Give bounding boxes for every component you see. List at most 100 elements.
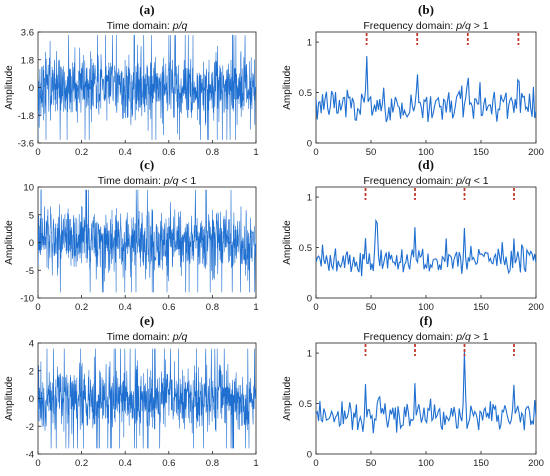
y-tick-label: 0.5 [299, 88, 312, 99]
panel-letter: (c) [140, 157, 154, 172]
x-tick-label: 0 [313, 147, 318, 158]
y-tick-label: 0 [307, 294, 312, 305]
plot-area [315, 342, 537, 455]
x-tick-label: 50 [366, 147, 377, 158]
y-tick-label: 1.8 [21, 55, 34, 66]
y-axis-label: Amplitude [4, 220, 15, 265]
x-tick-label: 0.4 [119, 458, 132, 469]
panel-title: Time domain: p/q < 1 [98, 175, 197, 187]
title-suffix: < 1 [178, 175, 196, 187]
signal-series [316, 218, 536, 277]
title-prefix: Frequency domain: [363, 20, 456, 32]
x-tick-label: 50 [366, 302, 377, 313]
x-tick-label: 150 [473, 147, 489, 158]
y-tick-label: 0.5 [299, 399, 312, 410]
y-tick-label: 5 [29, 210, 34, 221]
y-axis-label: Amplitude [282, 220, 293, 265]
y-tick-label: 2 [29, 366, 34, 377]
title-suffix: > 1 [471, 331, 489, 343]
x-tick-label: 1 [253, 302, 258, 313]
x-tick-label: 100 [418, 302, 434, 313]
x-tick-label: 0 [313, 458, 318, 469]
x-tick-label: 200 [528, 458, 544, 469]
panel-d: (d) Frequency domain: p/q < 1 0 50 100 150 200… [282, 157, 544, 313]
x-tick-label: 0 [35, 302, 40, 313]
panel-e: (e) Time domain: p/q 0 0.2 0.4 0.6 0.8 1 -4 -2 0 2 4… [4, 313, 259, 469]
x-tick-label: 0.8 [206, 302, 219, 313]
signal-series [38, 189, 256, 293]
y-axis-label: Amplitude [4, 376, 15, 421]
x-tick-label: 1 [253, 458, 258, 469]
x-tick-label: 200 [528, 147, 544, 158]
x-tick-label: 0.4 [119, 302, 132, 313]
panel-title: Frequency domain: p/q > 1 [363, 331, 488, 343]
plot-area [315, 186, 537, 299]
panel-b: (b) Frequency domain: p/q > 1 0 50 100 150 200… [282, 2, 544, 158]
signal-series [38, 348, 256, 449]
x-tick-label: 0.2 [75, 147, 88, 158]
panel-title: Time domain: p/q [107, 20, 188, 32]
x-tick-label: 0.8 [206, 458, 219, 469]
panel-c: (c) Time domain: p/q < 1 0 0.2 0.4 0.6 0.8 1 -10… [4, 157, 259, 313]
panel-letter: (a) [139, 2, 154, 17]
signal-series [316, 351, 536, 434]
x-tick-label: 150 [473, 302, 489, 313]
x-tick-label: 0 [35, 458, 40, 469]
panel-title: Time domain: p/q [107, 331, 188, 343]
panel-f: (f) Frequency domain: p/q > 1 0 50 100 150 200… [282, 313, 544, 469]
x-tick-label: 0 [313, 302, 318, 313]
x-tick-label: 100 [418, 147, 434, 158]
y-tick-label: 0 [307, 450, 312, 461]
y-axis-label: Amplitude [282, 376, 293, 421]
panel-letter: (f) [420, 313, 433, 328]
x-tick-label: 150 [473, 458, 489, 469]
x-tick-label: 1 [253, 147, 258, 158]
y-tick-label: 0.5 [299, 243, 312, 254]
x-tick-label: 0 [35, 147, 40, 158]
y-tick-label: -2 [26, 422, 34, 433]
x-tick-label: 100 [418, 458, 434, 469]
signal-series [38, 34, 256, 140]
y-tick-label: 0 [307, 139, 312, 150]
x-tick-label: 0.4 [119, 147, 132, 158]
title-prefix: Time domain: [107, 331, 173, 343]
title-variable: p/q [455, 175, 471, 187]
y-tick-label: 0 [29, 394, 34, 405]
panel-letter: (d) [418, 157, 434, 172]
panel-title: Frequency domain: p/q < 1 [363, 175, 488, 187]
x-tick-label: 0.8 [206, 147, 219, 158]
y-tick-label: -1.8 [18, 111, 34, 122]
title-variable: p/q [455, 331, 471, 343]
title-suffix: < 1 [471, 175, 489, 187]
plot-area [315, 31, 537, 144]
y-tick-label: 10 [23, 183, 34, 194]
y-tick-label: 0 [29, 238, 34, 249]
y-tick-label: 0 [29, 83, 34, 94]
y-tick-label: -5 [26, 266, 34, 277]
y-tick-label: -10 [20, 294, 34, 305]
y-tick-label: 1 [307, 38, 312, 49]
title-prefix: Frequency domain: [363, 175, 456, 187]
x-tick-label: 0.2 [75, 302, 88, 313]
panel-a: (a) Time domain: p/q 0 0.2 0.4 0.6 0.8 1 -3.6 -1.… [4, 2, 259, 158]
y-tick-label: 4 [29, 339, 34, 350]
title-variable: p/q [172, 20, 188, 32]
title-variable: p/q [163, 175, 179, 187]
title-prefix: Time domain: [98, 175, 164, 187]
y-tick-label: 3.6 [21, 28, 34, 39]
y-tick-label: -3.6 [18, 139, 34, 150]
panel-letter: (e) [140, 313, 154, 328]
title-prefix: Time domain: [107, 20, 173, 32]
y-tick-label: 1 [307, 193, 312, 204]
y-tick-label: -4 [26, 450, 34, 461]
panel-title: Frequency domain: p/q > 1 [363, 20, 488, 32]
signal-series [316, 56, 536, 123]
x-tick-label: 0.6 [162, 458, 175, 469]
x-tick-label: 200 [528, 302, 544, 313]
x-tick-label: 50 [366, 458, 377, 469]
x-tick-label: 0.6 [162, 147, 175, 158]
x-tick-label: 0.6 [162, 302, 175, 313]
title-variable: p/q [455, 20, 471, 32]
title-variable: p/q [172, 331, 188, 343]
